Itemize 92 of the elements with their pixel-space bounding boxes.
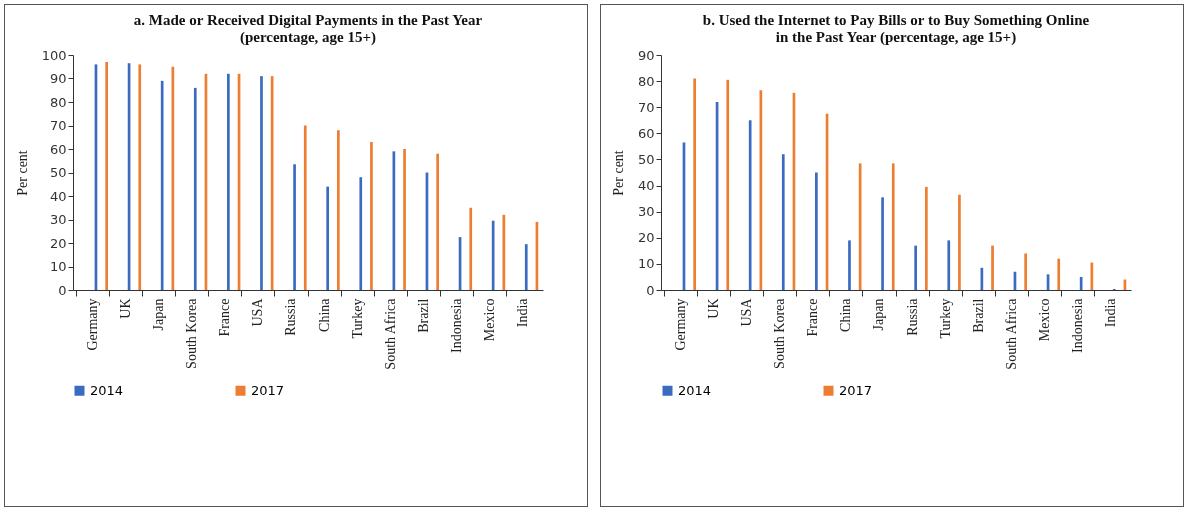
bar xyxy=(925,186,928,290)
bar xyxy=(881,197,884,290)
bar xyxy=(303,125,307,290)
x-tick-label: Turkey xyxy=(349,298,365,339)
y-tick-label: 50 xyxy=(49,165,67,180)
y-tick-label: 10 xyxy=(49,259,67,274)
x-tick-label: China xyxy=(838,297,854,332)
bar xyxy=(105,62,108,290)
chart-title: a. Made or Received Digital Payments in the Past Year (percentage, age 15+) xyxy=(133,12,483,46)
legend-label: 2017 xyxy=(839,382,873,398)
bar xyxy=(227,73,230,290)
x-tick-label: Japan xyxy=(151,298,167,331)
y-tick-label: 50 xyxy=(637,151,655,167)
bar xyxy=(359,177,363,290)
y-tick-label: 90 xyxy=(637,47,655,63)
y-tick-label: 70 xyxy=(49,118,67,133)
x-tick-label: France xyxy=(217,298,233,337)
bar xyxy=(260,76,263,290)
x-tick-label: Indonesia xyxy=(1070,297,1086,353)
y-tick-label: 60 xyxy=(637,125,655,141)
y-tick-label: 100 xyxy=(41,47,67,63)
bar xyxy=(693,78,696,290)
x-tick-label: UK xyxy=(705,298,721,319)
x-tick-label: Germany xyxy=(84,298,100,351)
x-tick-label: Russia xyxy=(904,297,920,336)
legend-label: 2014 xyxy=(90,382,124,398)
x-tick-label: China xyxy=(316,297,332,332)
bar xyxy=(815,172,818,290)
y-tick-label: 40 xyxy=(49,188,67,204)
bar xyxy=(160,80,164,290)
chart-title: b. Used the Internet to Pay Bills or to Buy Something Online in the Past Year (percentage, age 15+) xyxy=(702,12,1090,46)
y-tick-label: 70 xyxy=(637,99,655,115)
bar xyxy=(726,79,730,290)
x-tick-label: Mexico xyxy=(1036,298,1052,342)
y-tick-label: 80 xyxy=(49,94,67,110)
y-tick-label: 40 xyxy=(637,178,655,194)
y-tick-label: 20 xyxy=(637,230,655,246)
bar xyxy=(326,186,330,290)
x-tick-label: India xyxy=(515,297,531,328)
x-tick-label: Indonesia xyxy=(448,297,464,353)
x-tick-label: Brazil xyxy=(415,298,431,333)
y-tick-label: 90 xyxy=(49,71,67,86)
bar xyxy=(436,153,439,290)
x-tick-label: South Africa xyxy=(1003,297,1019,370)
x-tick-label: South Africa xyxy=(382,297,398,370)
bar xyxy=(914,245,918,290)
x-tick-label: Brazil xyxy=(970,298,986,333)
x-tick-label: South Korea xyxy=(184,297,200,369)
bar xyxy=(1024,253,1027,290)
bar xyxy=(491,220,495,290)
bar xyxy=(891,163,895,290)
legend-label: 2014 xyxy=(678,382,712,398)
x-tick-label: UK xyxy=(117,298,133,319)
bar xyxy=(1090,262,1094,290)
bar xyxy=(403,149,406,290)
y-tick-label: 80 xyxy=(637,73,655,89)
bar xyxy=(293,164,296,290)
x-tick-label: Germany xyxy=(672,298,688,351)
y-axis-title: Per cent xyxy=(610,150,626,196)
bar xyxy=(781,154,785,290)
bar xyxy=(991,245,994,290)
x-tick-label: USA xyxy=(250,297,266,327)
y-axis-title: Per cent xyxy=(14,150,30,196)
x-tick-label: South Korea xyxy=(772,297,788,369)
x-tick-label: Mexico xyxy=(482,298,498,342)
bar xyxy=(1079,276,1083,290)
bar xyxy=(138,64,142,290)
y-tick-label: 60 xyxy=(49,141,67,157)
x-tick-label: Turkey xyxy=(937,298,953,339)
bar xyxy=(748,120,752,290)
x-tick-label: Japan xyxy=(871,298,887,331)
y-tick-label: 0 xyxy=(646,282,655,298)
bar xyxy=(958,194,961,290)
y-tick-label: 30 xyxy=(49,212,67,227)
y-tick-label: 10 xyxy=(637,256,655,272)
bar xyxy=(524,244,528,290)
bar xyxy=(193,87,197,290)
legend-label: 2017 xyxy=(251,382,285,398)
y-tick-label: 20 xyxy=(49,235,67,251)
bar xyxy=(1057,258,1061,290)
y-tick-label: 30 xyxy=(637,204,655,220)
bar xyxy=(848,240,851,290)
bar xyxy=(502,214,506,290)
y-tick-label: 0 xyxy=(58,282,67,298)
bar xyxy=(370,141,373,290)
x-tick-label: Russia xyxy=(283,297,299,336)
x-tick-label: France xyxy=(805,298,821,337)
x-tick-label: India xyxy=(1103,297,1119,328)
bar xyxy=(469,207,473,290)
bar xyxy=(337,130,340,290)
bar xyxy=(947,240,951,290)
x-tick-label: USA xyxy=(739,297,755,327)
